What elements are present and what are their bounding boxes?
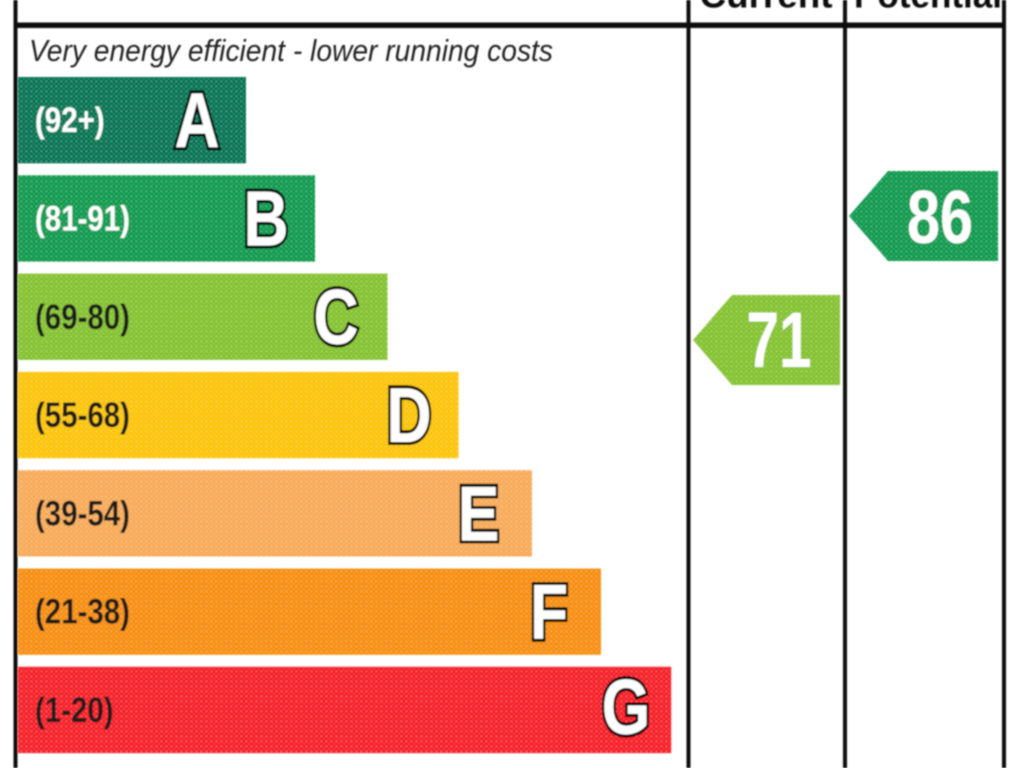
svg-text:(92+): (92+) — [35, 100, 105, 140]
svg-text:E: E — [458, 470, 500, 557]
svg-text:(1-20): (1-20) — [35, 689, 114, 729]
svg-text:(55-68): (55-68) — [35, 394, 130, 434]
svg-text:86: 86 — [907, 176, 973, 259]
svg-text:G: G — [602, 663, 651, 750]
svg-text:B: B — [243, 175, 288, 262]
svg-text:(21-38): (21-38) — [35, 591, 130, 631]
svg-text:F: F — [530, 568, 568, 655]
svg-text:C: C — [313, 273, 358, 360]
svg-text:Potential: Potential — [854, 0, 1002, 16]
svg-text:(39-54): (39-54) — [35, 493, 130, 533]
svg-text:(81-91): (81-91) — [35, 198, 130, 238]
svg-text:Current: Current — [700, 0, 833, 16]
svg-text:A: A — [174, 76, 219, 163]
svg-text:Very energy efficient - lower: Very energy efficient - lower running co… — [29, 33, 553, 68]
svg-text:D: D — [386, 371, 431, 458]
svg-text:71: 71 — [746, 295, 811, 384]
svg-text:(69-80): (69-80) — [35, 296, 130, 336]
